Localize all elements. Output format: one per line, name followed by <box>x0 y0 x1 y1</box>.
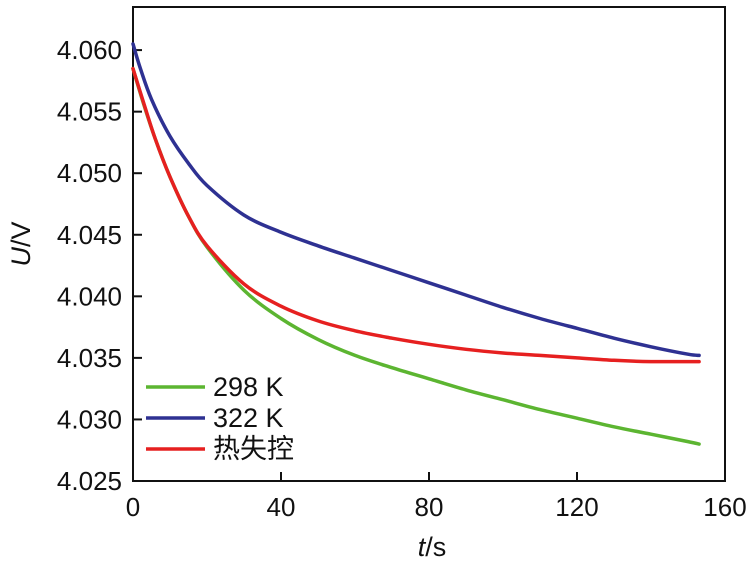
x-tick-label: 120 <box>555 492 598 522</box>
x-axis-ticks: 0 40 80 120 160 <box>126 472 747 522</box>
y-tick-label: 4.035 <box>57 343 122 373</box>
x-tick-label: 0 <box>126 492 140 522</box>
y-tick-label: 4.025 <box>57 466 122 496</box>
y-tick-label: 4.055 <box>57 97 122 127</box>
x-tick-label: 160 <box>703 492 746 522</box>
y-tick-label: 4.060 <box>57 35 122 65</box>
series-lines <box>131 42 701 446</box>
y-tick-label: 4.045 <box>57 220 122 250</box>
y-axis-title: U/V <box>6 221 36 266</box>
legend-label-1: 322 K <box>213 403 284 433</box>
series-line-1 <box>131 42 701 358</box>
y-tick-label: 4.050 <box>57 158 122 188</box>
y-axis-ticks: 4.025 4.030 4.035 4.040 4.045 4.050 4.055 4.060 <box>57 35 142 496</box>
legend-label-0: 298 K <box>213 372 284 402</box>
y-tick-label: 4.030 <box>57 404 122 434</box>
series-line-2 <box>131 66 701 364</box>
y-tick-label: 4.040 <box>57 281 122 311</box>
x-axis-title: t/s <box>418 532 447 562</box>
x-tick-label: 40 <box>267 492 296 522</box>
x-tick-label: 80 <box>415 492 444 522</box>
legend-label-2: 热失控 <box>213 434 294 464</box>
